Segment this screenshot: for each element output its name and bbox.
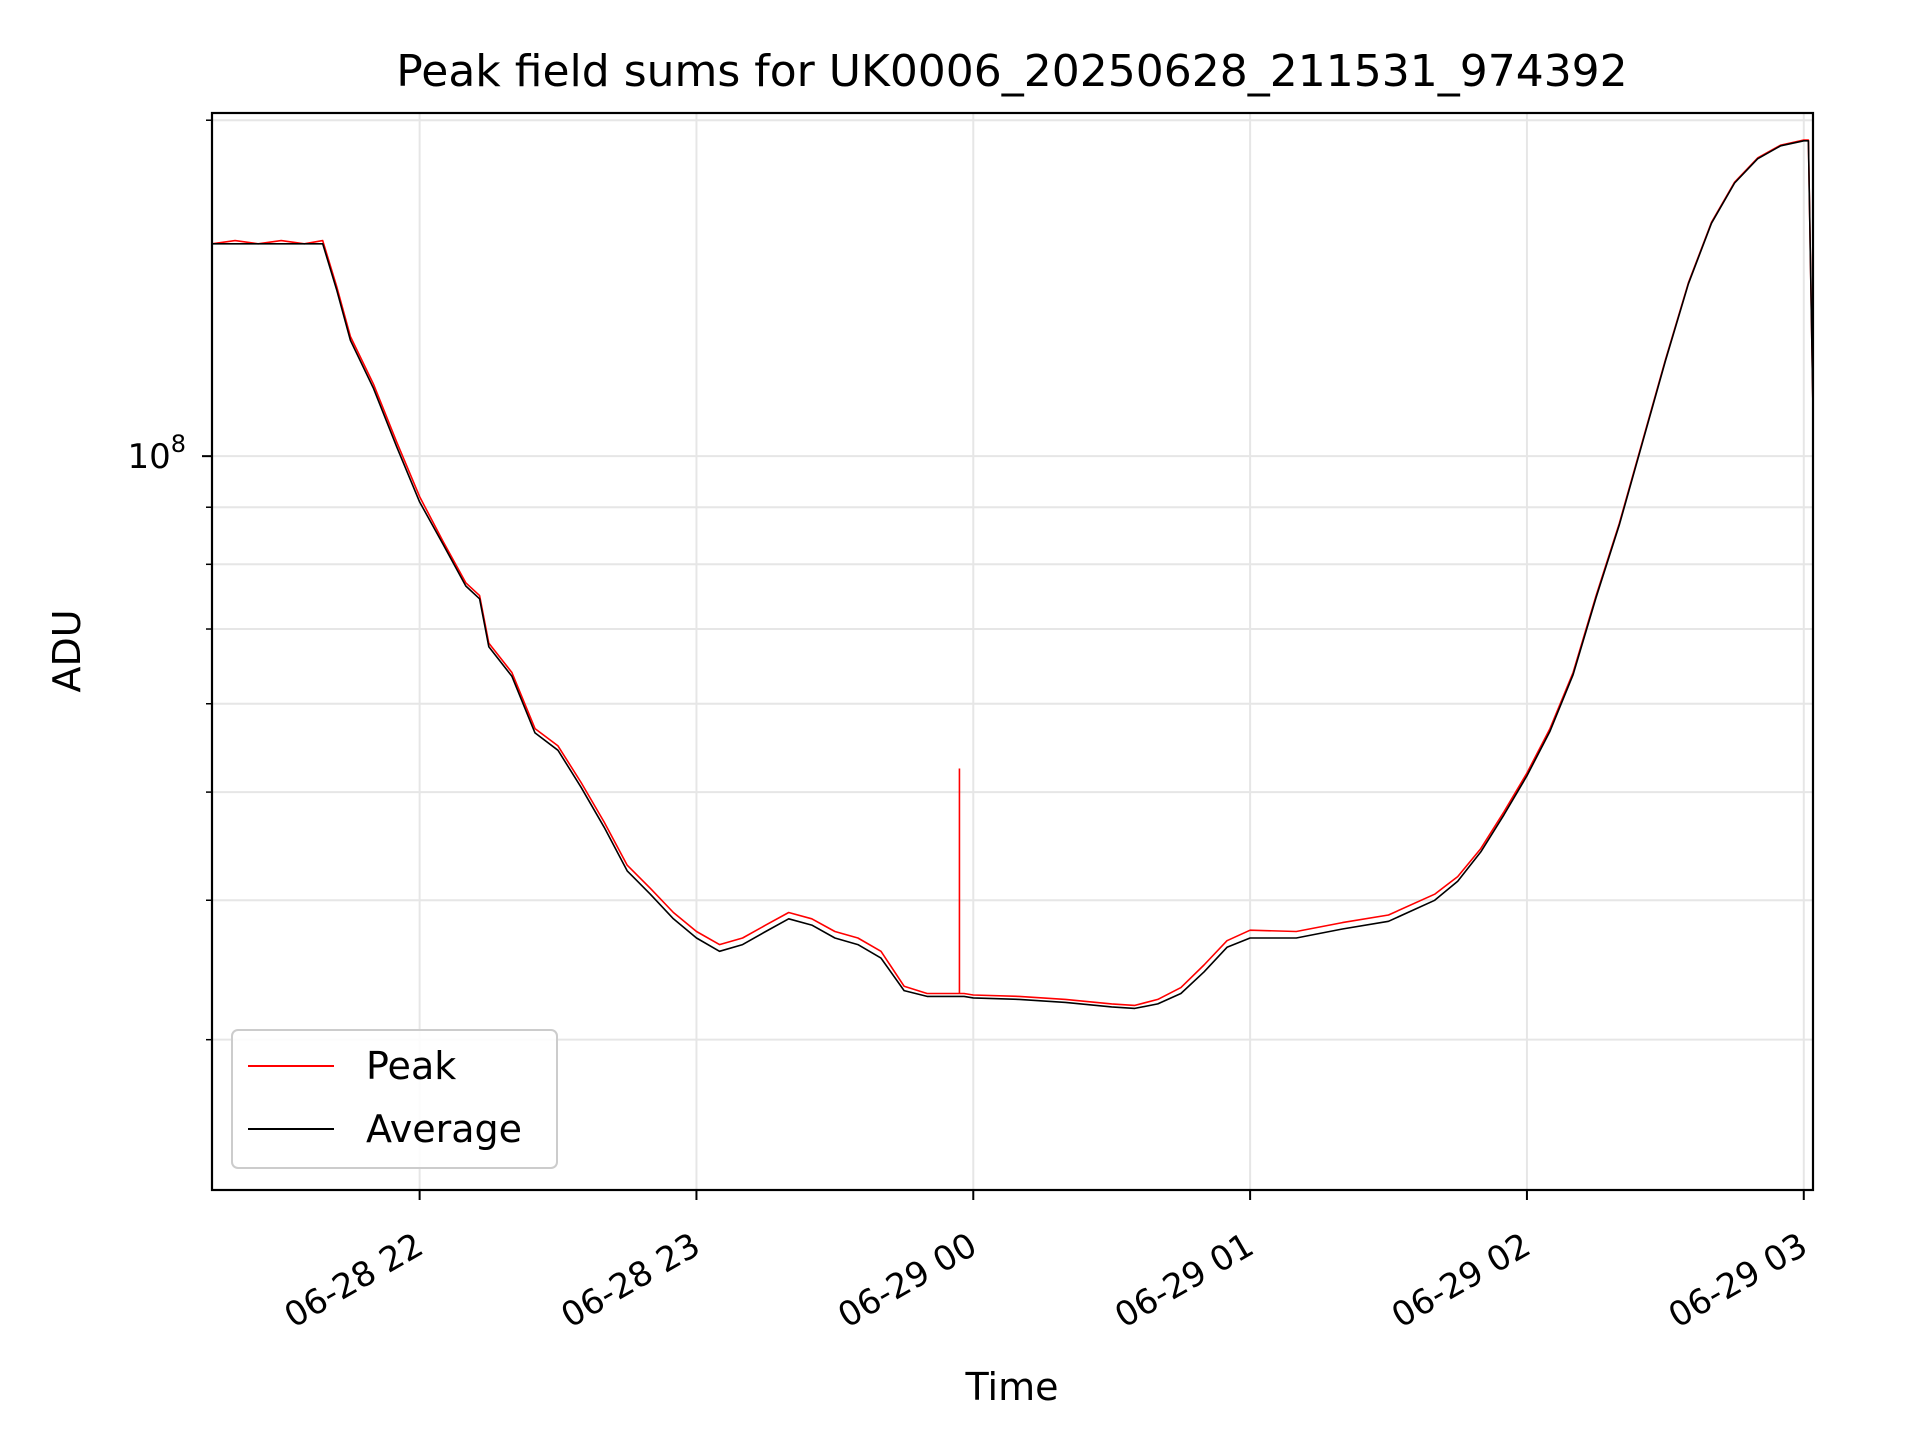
y-axis-label: ADU: [45, 609, 89, 692]
legend: Peak Average: [231, 1029, 558, 1169]
legend-label-average: Average: [366, 1107, 522, 1151]
series-line-average: [212, 140, 1813, 1010]
y-tick-label: 108: [127, 430, 186, 477]
legend-label-peak: Peak: [366, 1044, 456, 1088]
plot-frame: [210, 111, 1815, 1192]
y-axis-ticks: 108: [127, 119, 212, 1041]
legend-box: [231, 1029, 558, 1169]
chart-title: Peak field sums for UK0006_20250628_2115…: [396, 46, 1627, 97]
x-axis-label: Time: [965, 1365, 1059, 1409]
series-layer: [212, 139, 1813, 1010]
grid-lines: [212, 113, 1813, 1190]
